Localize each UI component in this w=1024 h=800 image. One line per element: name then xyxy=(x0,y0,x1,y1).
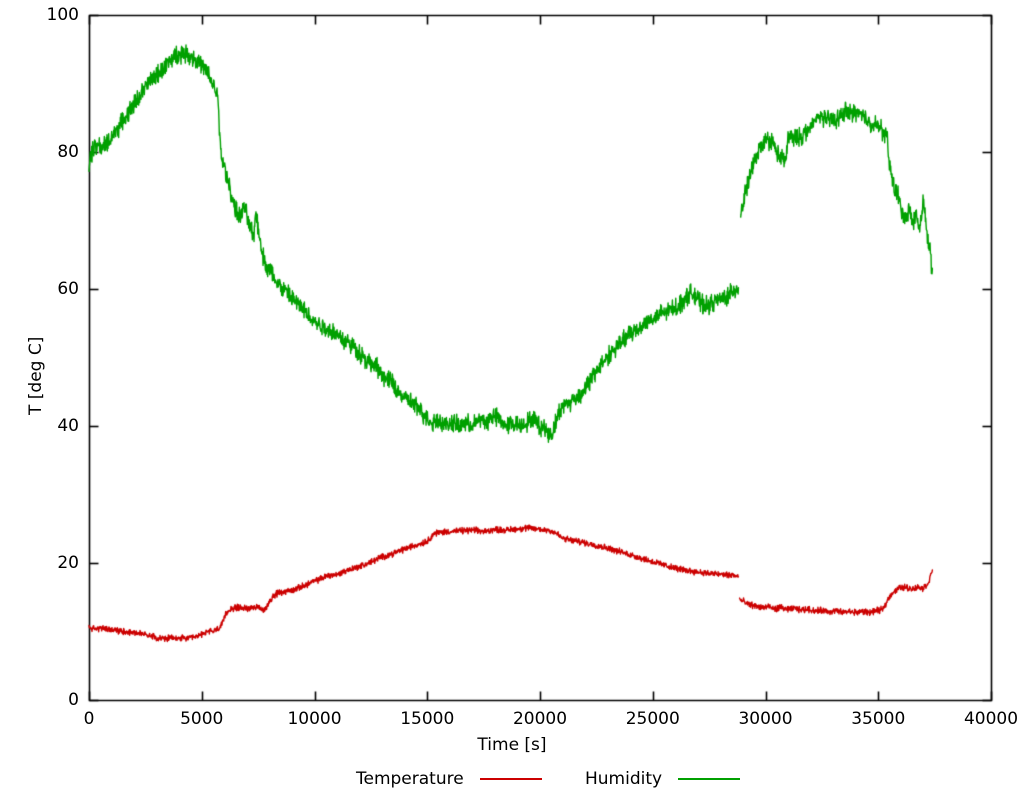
y-tick-label: 40 xyxy=(57,416,79,436)
x-tick-label: 15000 xyxy=(400,709,455,729)
y-tick-label: 60 xyxy=(57,279,79,299)
x-tick-label: 40000 xyxy=(963,709,1019,729)
y-tick-label: 0 xyxy=(68,690,79,710)
legend-label: Temperature xyxy=(356,769,464,789)
x-tick-label: 10000 xyxy=(287,709,342,729)
chart-legend: Temperature Humidity xyxy=(0,768,1024,794)
legend-color-swatch xyxy=(479,778,542,780)
x-tick-label: 25000 xyxy=(625,709,680,729)
x-tick-label: 5000 xyxy=(180,709,224,729)
x-tick-label: 0 xyxy=(83,709,95,729)
x-tick-label: 30000 xyxy=(738,709,793,729)
legend-color-swatch xyxy=(678,778,741,780)
y-tick-label: 20 xyxy=(57,553,79,573)
y-tick-label: 100 xyxy=(46,5,79,25)
y-tick-label: 80 xyxy=(57,142,79,162)
y-axis-label: T [deg C] xyxy=(26,336,46,415)
x-tick-label: 35000 xyxy=(851,709,906,729)
x-axis-label: Time [s] xyxy=(477,735,547,755)
legend-entry-humidity[interactable]: Humidity xyxy=(585,768,741,790)
x-tick-label: 20000 xyxy=(512,709,568,729)
legend-label: Humidity xyxy=(585,769,663,789)
legend-entry-temperature[interactable]: Temperature xyxy=(356,768,542,790)
